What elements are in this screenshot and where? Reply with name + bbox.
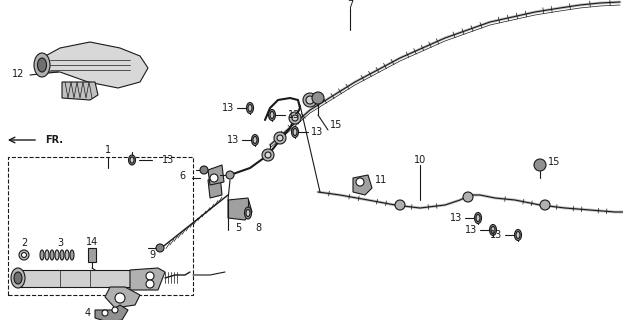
Polygon shape: [130, 268, 165, 290]
Circle shape: [289, 112, 301, 124]
Polygon shape: [208, 165, 224, 185]
Ellipse shape: [270, 111, 274, 118]
Polygon shape: [353, 175, 372, 195]
Ellipse shape: [269, 109, 275, 121]
Circle shape: [274, 132, 286, 144]
Text: 13: 13: [450, 213, 462, 223]
Ellipse shape: [40, 250, 44, 260]
Circle shape: [112, 307, 118, 313]
Ellipse shape: [55, 250, 59, 260]
Circle shape: [463, 192, 473, 202]
Text: 13: 13: [162, 155, 174, 165]
Ellipse shape: [475, 212, 482, 223]
Polygon shape: [38, 42, 148, 88]
Ellipse shape: [293, 129, 297, 135]
Bar: [8, 157, 193, 295]
Ellipse shape: [128, 155, 135, 165]
Ellipse shape: [37, 58, 47, 72]
Circle shape: [200, 166, 208, 174]
Ellipse shape: [246, 210, 250, 217]
Polygon shape: [18, 270, 130, 287]
Text: 6: 6: [179, 171, 185, 181]
Text: 7: 7: [347, 0, 353, 10]
Circle shape: [102, 310, 108, 316]
Polygon shape: [208, 175, 222, 198]
Text: FR.: FR.: [45, 135, 63, 145]
Text: 10: 10: [414, 155, 426, 165]
Text: 12: 12: [12, 69, 24, 79]
Circle shape: [395, 200, 405, 210]
Text: 13: 13: [288, 110, 300, 120]
Ellipse shape: [292, 126, 298, 138]
Ellipse shape: [45, 250, 49, 260]
Ellipse shape: [60, 250, 64, 260]
Ellipse shape: [253, 137, 257, 143]
Circle shape: [115, 293, 125, 303]
Ellipse shape: [130, 157, 134, 163]
Circle shape: [210, 174, 218, 182]
Ellipse shape: [490, 225, 497, 236]
Text: 3: 3: [57, 238, 63, 248]
Text: 4: 4: [85, 308, 91, 318]
Ellipse shape: [248, 105, 252, 111]
Circle shape: [277, 135, 283, 141]
Text: 13: 13: [227, 135, 239, 145]
Ellipse shape: [252, 134, 259, 146]
Circle shape: [540, 200, 550, 210]
Polygon shape: [105, 287, 140, 308]
Polygon shape: [88, 248, 96, 262]
Text: 13: 13: [465, 225, 477, 235]
Circle shape: [22, 252, 27, 258]
Text: 11: 11: [375, 175, 388, 185]
Circle shape: [306, 96, 314, 104]
Ellipse shape: [11, 268, 25, 288]
Ellipse shape: [50, 250, 54, 260]
Text: 5: 5: [235, 223, 241, 233]
Polygon shape: [95, 305, 128, 320]
Text: 13: 13: [311, 127, 323, 137]
Circle shape: [312, 92, 324, 104]
Text: 13: 13: [490, 230, 502, 240]
Ellipse shape: [14, 272, 22, 284]
Circle shape: [226, 171, 234, 179]
Text: 13: 13: [222, 103, 234, 113]
Text: 1: 1: [105, 145, 111, 155]
Circle shape: [146, 280, 154, 288]
Ellipse shape: [34, 53, 50, 77]
Text: 14: 14: [86, 237, 98, 247]
Ellipse shape: [491, 227, 495, 234]
Circle shape: [303, 93, 317, 107]
Text: 9: 9: [149, 250, 155, 260]
Circle shape: [292, 115, 298, 121]
Circle shape: [534, 159, 546, 171]
Circle shape: [262, 149, 274, 161]
Ellipse shape: [247, 102, 254, 114]
Text: 15: 15: [548, 157, 560, 167]
Polygon shape: [228, 198, 252, 220]
Circle shape: [265, 152, 271, 158]
Circle shape: [356, 178, 364, 186]
Ellipse shape: [516, 231, 520, 238]
Text: 15: 15: [330, 120, 343, 130]
Ellipse shape: [476, 214, 480, 221]
Ellipse shape: [244, 207, 252, 219]
Circle shape: [146, 272, 154, 280]
Polygon shape: [62, 82, 98, 100]
Text: 2: 2: [21, 238, 27, 248]
Ellipse shape: [65, 250, 69, 260]
Circle shape: [19, 250, 29, 260]
Circle shape: [156, 244, 164, 252]
Ellipse shape: [70, 250, 74, 260]
Text: 8: 8: [255, 223, 261, 233]
Ellipse shape: [515, 229, 521, 241]
